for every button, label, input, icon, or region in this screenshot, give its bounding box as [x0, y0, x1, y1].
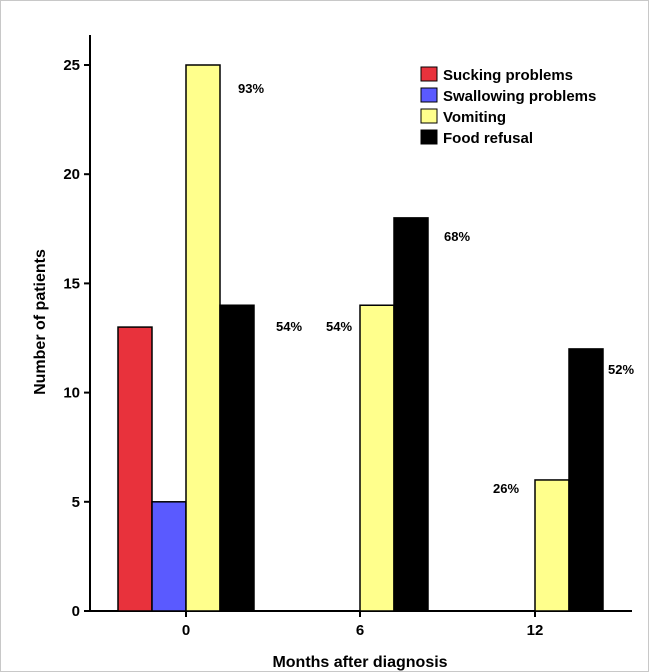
legend-label: Vomiting [443, 109, 506, 126]
data-label: 68% [444, 229, 470, 244]
legend: Sucking problems Swallowing problems Vomit… [420, 66, 596, 147]
bar [393, 217, 429, 612]
y-tick-label: 0 [72, 603, 80, 620]
bar [568, 348, 604, 612]
x-tick-label: 6 [356, 622, 364, 639]
x-tick-label: 0 [182, 622, 190, 639]
legend-label: Swallowing problems [443, 88, 596, 105]
y-tick-label: 15 [63, 275, 80, 292]
bar [359, 304, 395, 612]
data-labels: 93% 54% 54% 68% 26% 52% [238, 81, 634, 496]
y-tick-label: 25 [63, 57, 80, 74]
legend-swatch [420, 66, 438, 82]
bar [185, 64, 221, 612]
legend-swatch [420, 108, 438, 124]
data-label: 93% [238, 81, 264, 96]
data-label: 26% [493, 481, 519, 496]
legend-swatch [420, 87, 438, 103]
data-label: 54% [276, 319, 302, 334]
bar [534, 479, 570, 612]
data-label: 52% [608, 362, 634, 377]
bar [117, 326, 153, 612]
data-label: 54% [326, 319, 352, 334]
legend-swatch [420, 129, 438, 145]
x-tick-label: 12 [527, 622, 544, 639]
bars [117, 64, 604, 612]
legend-label: Food refusal [443, 130, 533, 147]
x-axis-title: Months after diagnosis [272, 654, 447, 671]
y-tick-label: 10 [63, 385, 80, 402]
y-axis-title: Number of patients [32, 249, 49, 395]
y-tick-label: 5 [72, 494, 80, 511]
legend-label: Sucking problems [443, 67, 573, 84]
y-tick-label: 20 [63, 166, 80, 183]
bar [219, 304, 255, 612]
bar [151, 501, 187, 612]
